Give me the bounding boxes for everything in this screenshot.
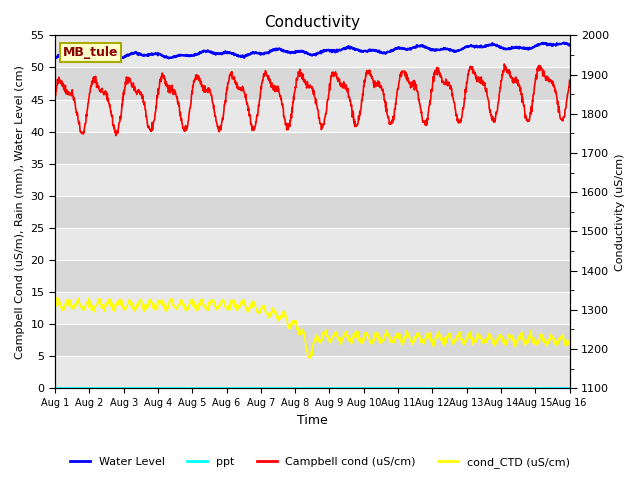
- Bar: [55, 196, 570, 228]
- Bar: [55, 228, 570, 260]
- Title: Conductivity: Conductivity: [264, 15, 360, 30]
- Legend: Water Level, ppt, Campbell cond (uS/cm), cond_CTD (uS/cm): Water Level, ppt, Campbell cond (uS/cm),…: [65, 452, 575, 472]
- Bar: [55, 324, 570, 356]
- Bar: [55, 292, 570, 324]
- Bar: [55, 164, 570, 196]
- Bar: [55, 132, 570, 164]
- Bar: [55, 67, 570, 99]
- X-axis label: Time: Time: [297, 414, 328, 427]
- Text: MB_tule: MB_tule: [63, 46, 118, 59]
- Bar: [55, 99, 570, 132]
- Bar: [55, 36, 570, 67]
- Bar: [55, 356, 570, 388]
- Y-axis label: Campbell Cond (uS/m), Rain (mm), Water Level (cm): Campbell Cond (uS/m), Rain (mm), Water L…: [15, 65, 25, 359]
- Bar: [55, 260, 570, 292]
- Y-axis label: Conductivity (uS/cm): Conductivity (uS/cm): [615, 153, 625, 271]
